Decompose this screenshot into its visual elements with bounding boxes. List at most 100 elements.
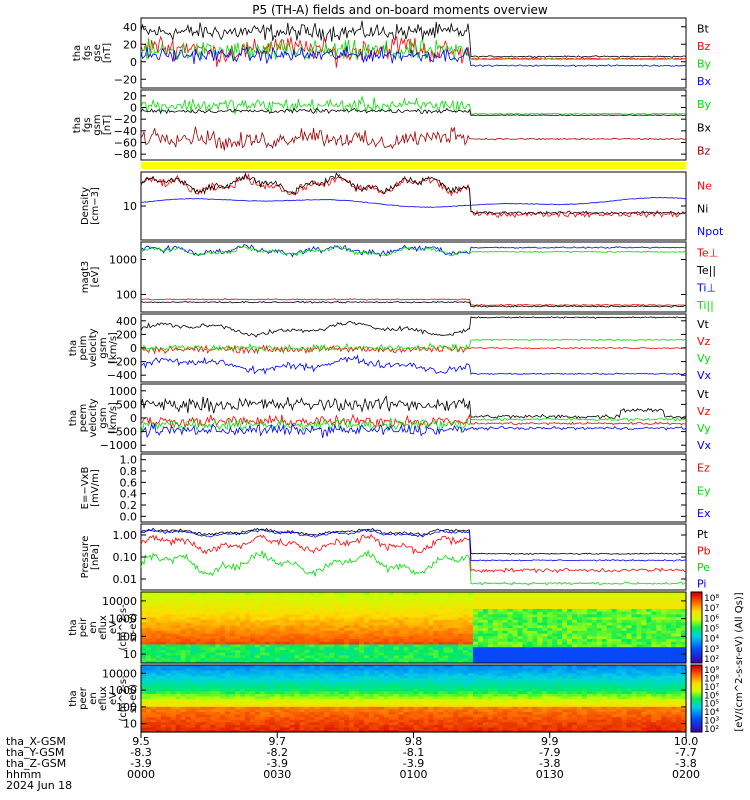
- spectrogram-cell: [408, 716, 415, 720]
- spectrogram-cell: [477, 721, 484, 725]
- spectrogram-cell: [492, 643, 499, 648]
- spectrogram-cell: [418, 698, 424, 702]
- spectrogram-cell: [666, 638, 672, 642]
- spectrogram-cell: [472, 649, 479, 653]
- spectrogram-cell: [304, 660, 311, 664]
- spectrogram-cell: [319, 632, 325, 637]
- spectrogram-cell: [150, 665, 157, 669]
- spectrogram-cell: [180, 667, 187, 671]
- spectrogram-cell: [200, 608, 206, 612]
- spectrogram-cell: [482, 660, 489, 664]
- spectrogram-cell: [354, 703, 360, 707]
- spectrogram-cell: [339, 706, 345, 710]
- spectrogram-cell: [522, 630, 529, 634]
- spectrogram-cell: [492, 677, 499, 682]
- spectrogram-cell: [408, 619, 415, 623]
- spectrogram-cell: [502, 654, 509, 659]
- spectrogram-cell: [666, 657, 672, 661]
- spectrogram-cell: [453, 698, 459, 702]
- spectrogram-cell: [354, 667, 360, 671]
- spectrogram-cell: [235, 716, 241, 720]
- spectrogram-cell: [363, 602, 370, 607]
- legend-Vz: Vz: [697, 335, 711, 348]
- spectrogram-cell: [433, 690, 439, 694]
- spectrogram-cell: [274, 706, 281, 710]
- spectrogram-cell: [651, 643, 657, 648]
- spectrogram-cell: [502, 632, 509, 637]
- spectrogram-cell: [289, 627, 296, 631]
- spectrogram-cell: [210, 605, 216, 609]
- spectrogram-cell: [155, 703, 162, 707]
- spectrogram-cell: [299, 701, 306, 705]
- spectrogram-cell: [264, 701, 271, 705]
- spectrogram-cell: [681, 643, 687, 648]
- spectrogram-cell: [180, 701, 187, 705]
- spectrogram-cell: [155, 711, 162, 715]
- spectrogram-cell: [254, 611, 261, 615]
- spectrogram-cell: [235, 657, 241, 661]
- spectrogram-cell: [259, 690, 266, 694]
- spectrogram-cell: [339, 683, 345, 687]
- spectrogram-cell: [185, 592, 192, 596]
- spectrogram-cell: [254, 627, 261, 631]
- spectrogram-cell: [269, 703, 276, 707]
- spectrogram-cell: [463, 619, 469, 623]
- spectrogram-cell: [631, 632, 638, 637]
- spectrogram-cell: [463, 657, 469, 661]
- spectrogram-cell: [309, 701, 315, 705]
- spectrogram-cell: [448, 597, 454, 601]
- spectrogram-cell: [210, 711, 216, 715]
- spectrogram-cell: [359, 627, 365, 631]
- spectrogram-cell: [606, 657, 613, 661]
- spectrogram-cell: [621, 611, 628, 615]
- spectrogram-cell: [438, 688, 444, 692]
- spectrogram-cell: [205, 660, 211, 664]
- spectrogram-cell: [145, 652, 152, 656]
- spectrogram-cell: [641, 594, 647, 599]
- spectrogram-cell: [225, 649, 231, 653]
- spectrogram-cell: [200, 660, 206, 664]
- spectrogram-cell: [339, 657, 345, 661]
- spectrogram-cell: [596, 638, 603, 642]
- spectrogram-cell: [403, 724, 410, 728]
- spectrogram-cell: [393, 716, 400, 720]
- spectrogram-cell: [334, 654, 340, 659]
- spectrogram-cell: [393, 646, 400, 650]
- spectrogram-cell: [671, 657, 677, 661]
- spectrogram-cell: [240, 643, 246, 648]
- spectrogram-cell: [145, 693, 152, 697]
- spectrogram-cell: [681, 594, 687, 599]
- spectrogram-cell: [220, 665, 226, 669]
- spectrogram-cell: [245, 641, 251, 645]
- spectrogram-cell: [586, 641, 593, 645]
- panel-frame: [140, 453, 687, 523]
- spectrogram-cell: [269, 592, 276, 596]
- spectrogram-cell: [492, 641, 499, 645]
- spectrogram-cell: [319, 724, 325, 728]
- spectrogram-cell: [274, 724, 281, 728]
- spectrogram-cell: [274, 698, 281, 702]
- spectrogram-cell: [299, 657, 306, 661]
- spectrogram-cell: [334, 649, 340, 653]
- spectrogram-cell: [621, 605, 628, 609]
- spectrogram-cell: [363, 630, 370, 634]
- spectrogram-cell: [408, 592, 415, 596]
- spectrogram-cell: [398, 638, 405, 642]
- spectrogram-cell: [631, 641, 638, 645]
- spectrogram-cell: [160, 611, 167, 615]
- spectrogram-cell: [220, 724, 226, 728]
- spectrogram-cell: [611, 616, 618, 620]
- spectrogram-cell: [666, 600, 672, 604]
- spectrogram-cell: [200, 716, 206, 720]
- spectrogram-cell: [636, 600, 642, 604]
- spectrogram-cell: [165, 643, 172, 648]
- spectrogram-cell: [354, 592, 360, 596]
- spectrogram-cell: [220, 646, 226, 650]
- spectrogram-cell: [185, 597, 192, 601]
- spectrogram-cell: [468, 716, 474, 720]
- spectrogram-cell: [463, 594, 469, 599]
- spectrogram-cell: [463, 649, 469, 653]
- spectrogram-cell: [507, 643, 514, 648]
- spectrogram-cell: [497, 719, 504, 723]
